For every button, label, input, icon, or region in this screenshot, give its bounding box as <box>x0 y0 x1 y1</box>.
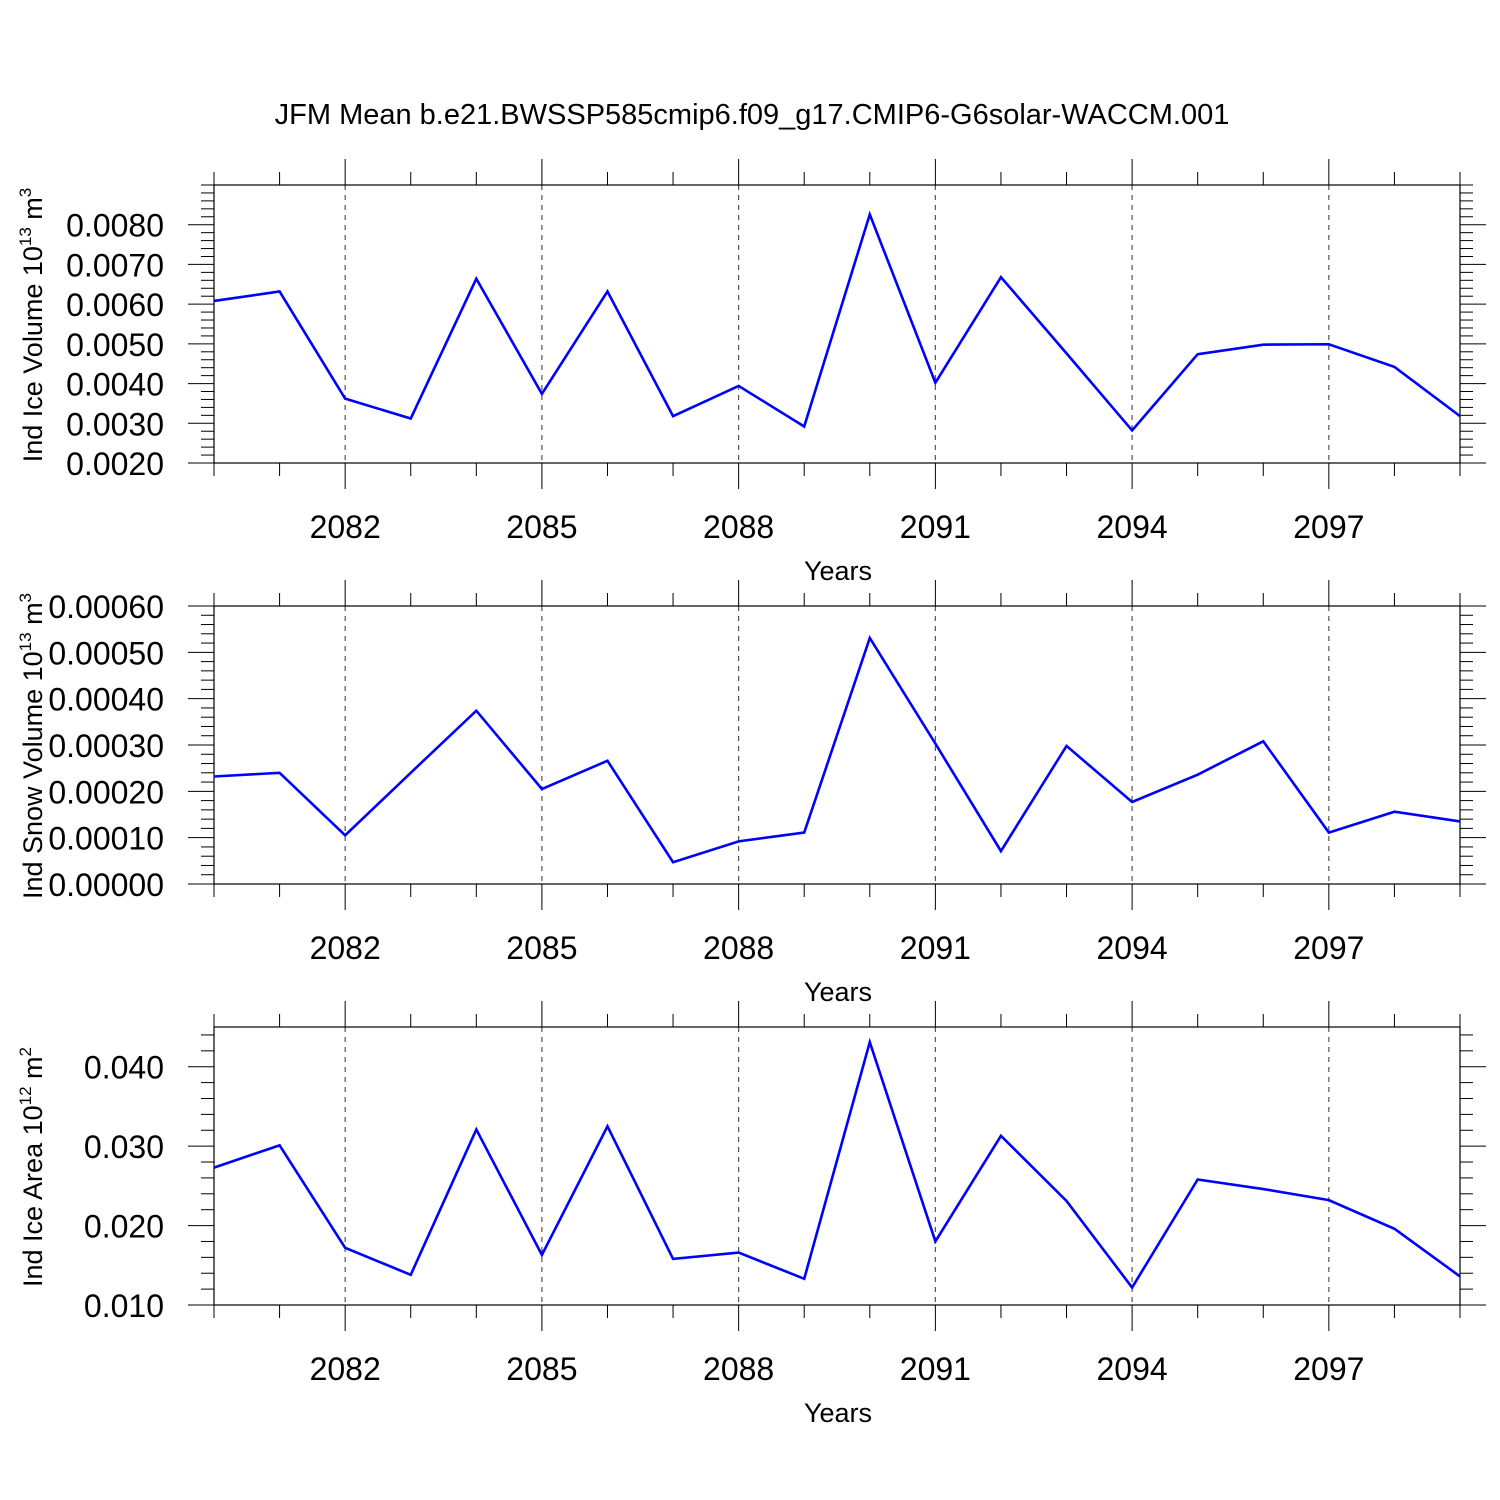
y-tick-label: 0.00050 <box>48 635 164 671</box>
plot-frame <box>213 1026 1461 1306</box>
chart-panel-3: 0.010 0.020 0.030 0.040 2082 2085 2088 2091 2094… <box>16 1001 1486 1428</box>
y-axis-label: Ind Snow Volume 1013 m3 <box>16 593 48 899</box>
x-tick-label: 2085 <box>506 509 577 545</box>
x-tick-label: 2094 <box>1097 1351 1168 1387</box>
y-axis-label: Ind Ice Area 1012 m2 <box>16 1047 48 1287</box>
y-tick-label: 0.00000 <box>48 867 164 903</box>
y-tick-label: 0.0040 <box>66 367 164 403</box>
series-line <box>213 210 1461 433</box>
y-tick-label: 0.010 <box>84 1288 164 1324</box>
y-tick-label: 0.0060 <box>66 287 164 323</box>
x-tick-label: 2094 <box>1097 930 1168 966</box>
x-tick-label: 2082 <box>310 1351 381 1387</box>
x-tick-label: 2088 <box>703 509 774 545</box>
x-tick-label: 2088 <box>703 930 774 966</box>
y-axis-label-exponent: 13 <box>16 632 35 651</box>
y-tick-label: 0.030 <box>84 1129 164 1165</box>
y-tick-label: 0.020 <box>84 1209 164 1245</box>
y-axis-label-unit-exponent: 3 <box>16 188 35 197</box>
y-tick-label: 0.00010 <box>48 821 164 857</box>
y-axis-label-text: Ind Snow Volume 10 <box>18 651 48 899</box>
y-tick-label: 0.00030 <box>48 728 164 764</box>
x-tick-label: 2094 <box>1097 509 1168 545</box>
x-tick-label: 2091 <box>900 930 971 966</box>
x-axis-label: Years <box>804 977 872 1007</box>
chart-title: JFM Mean b.e21.BWSSP585cmip6.f09_g17.CMI… <box>275 99 1230 131</box>
x-axis-label: Years <box>804 556 872 586</box>
series-line <box>213 634 1461 864</box>
y-tick-label: 0.0070 <box>66 247 164 283</box>
y-axis-label-text: Ind Ice Area 10 <box>18 1105 48 1287</box>
plot-frame <box>213 605 1461 885</box>
y-axis-label: Ind Ice Volume 1013 m3 <box>16 188 48 463</box>
x-tick-label: 2082 <box>310 509 381 545</box>
y-axis-label-unit: m <box>18 602 48 632</box>
x-tick-label: 2097 <box>1293 1351 1364 1387</box>
x-tick-label: 2085 <box>506 930 577 966</box>
y-axis-label-exponent: 12 <box>16 1086 35 1105</box>
x-tick-label: 2082 <box>310 930 381 966</box>
y-tick-label: 0.00040 <box>48 682 164 718</box>
panels: 0.00200.00300.00400.00500.00600.00700.00… <box>16 159 1486 1428</box>
y-tick-label: 0.040 <box>84 1050 164 1086</box>
x-axis-label: Years <box>804 1398 872 1428</box>
y-axis-label-text: Ind Ice Volume 10 <box>18 246 48 462</box>
y-axis-label-exponent: 13 <box>16 227 35 246</box>
plot-frame <box>213 184 1461 464</box>
y-axis-label-unit: m <box>18 1056 48 1086</box>
x-tick-label: 2091 <box>900 1351 971 1387</box>
y-tick-label: 0.00060 <box>48 589 164 625</box>
y-tick-label: 0.0080 <box>66 208 164 244</box>
series-line <box>213 1037 1461 1290</box>
y-axis-label-unit: m <box>18 197 48 227</box>
y-tick-label: 0.0020 <box>66 446 164 482</box>
y-tick-label: 0.0050 <box>66 327 164 363</box>
x-tick-label: 2097 <box>1293 930 1364 966</box>
y-tick-label: 0.0030 <box>66 406 164 442</box>
y-axis-label-unit-exponent: 3 <box>16 593 35 602</box>
x-tick-label: 2085 <box>506 1351 577 1387</box>
y-tick-label: 0.00020 <box>48 774 164 810</box>
x-tick-label: 2088 <box>703 1351 774 1387</box>
y-axis-label-unit-exponent: 2 <box>16 1047 35 1056</box>
chart-panel-2: 0.00000 0.00010 0.00020 0.00030 0.00040 0.000… <box>16 580 1486 1007</box>
x-tick-label: 2091 <box>900 509 971 545</box>
x-tick-label: 2097 <box>1293 509 1364 545</box>
